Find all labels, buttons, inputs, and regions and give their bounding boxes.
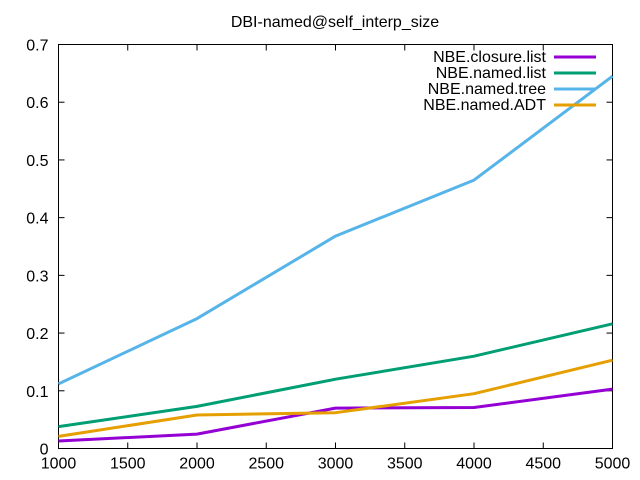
y-tick-label: 0.4	[26, 211, 48, 228]
x-tick-label: 3000	[318, 456, 354, 473]
y-tick-label: 0.7	[26, 38, 48, 55]
legend-label-2: NBE.named.tree	[428, 81, 546, 98]
legend-label-0: NBE.closure.list	[433, 49, 546, 66]
y-tick-label: 0.3	[26, 268, 48, 285]
x-tick-label: 2500	[248, 456, 284, 473]
legend-label-1: NBE.named.list	[436, 65, 547, 82]
x-tick-label: 4000	[456, 456, 492, 473]
y-tick-label: 0	[40, 442, 49, 459]
x-tick-label: 3500	[387, 456, 423, 473]
y-tick-label: 0.2	[26, 326, 48, 343]
chart-title: DBI-named@self_interp_size	[231, 14, 439, 31]
series-line-0	[58, 387, 613, 443]
y-tick-label: 0.1	[26, 384, 48, 401]
series-lines	[57, 75, 614, 443]
x-tick-label: 1000	[41, 456, 77, 473]
x-tick-label: 1500	[110, 456, 146, 473]
series-line-3	[58, 358, 613, 438]
legend: NBE.closure.listNBE.named.listNBE.named.…	[423, 49, 596, 114]
y-tick-label: 0.5	[26, 153, 48, 170]
x-tick-label: 5000	[595, 456, 631, 473]
legend-label-3: NBE.named.ADT	[423, 97, 546, 114]
x-tick-label: 2000	[179, 456, 215, 473]
series-line-1	[58, 322, 613, 429]
axis-ticks: 1000 1500 2000 2500 3000 3500 4000 4500 5000 0 0.1…	[26, 38, 630, 473]
x-tick-label: 4500	[525, 456, 561, 473]
y-tick-label: 0.6	[26, 95, 48, 112]
series-line-2	[57, 75, 614, 386]
